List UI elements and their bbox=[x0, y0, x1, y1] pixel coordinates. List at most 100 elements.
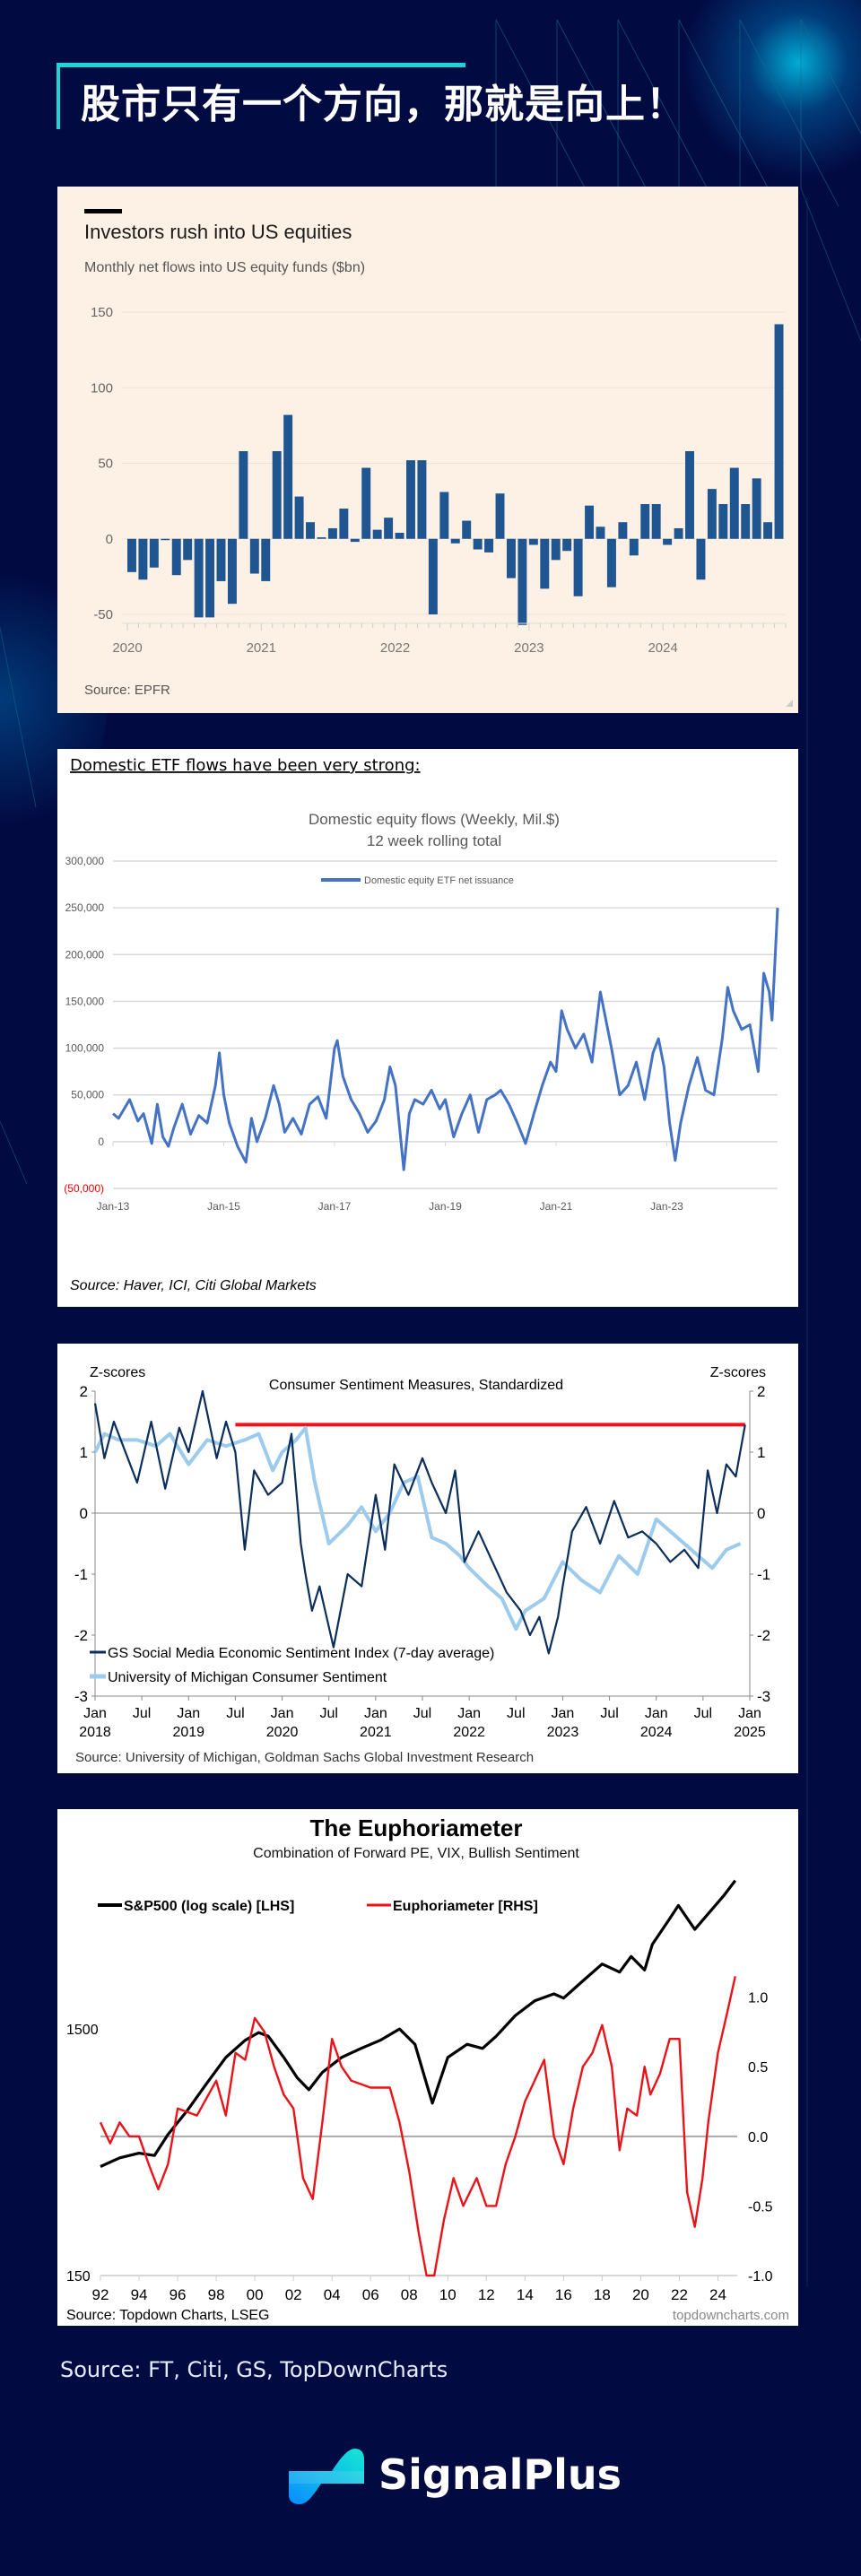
x-tick-label: Jul bbox=[413, 1706, 431, 1721]
y-tick-label: 1 bbox=[80, 1444, 88, 1461]
resize-grip-icon bbox=[786, 700, 793, 707]
series-line-sp500 bbox=[100, 1879, 737, 2168]
bar bbox=[663, 538, 673, 545]
bar bbox=[651, 503, 661, 539]
bar bbox=[317, 537, 326, 539]
y-tick-label: 300,000 bbox=[65, 855, 105, 867]
bar bbox=[350, 538, 360, 543]
y-tick-label-right: -2 bbox=[757, 1627, 770, 1644]
bar bbox=[506, 538, 516, 579]
chart-title: Domestic equity flows (Weekly, Mil.$) bbox=[309, 811, 560, 828]
gs-line-chart: Z-scores Z-scores Consumer Sentiment Mea… bbox=[74, 1365, 770, 1765]
bar bbox=[149, 538, 159, 568]
chart-subtitle: Combination of Forward PE, VIX, Bullish … bbox=[253, 1846, 579, 1861]
chart-watermark: topdowncharts.com bbox=[673, 2308, 789, 2323]
chart-subtitle: Monthly net flows into US equity funds (… bbox=[84, 260, 365, 275]
bar bbox=[227, 538, 237, 605]
x-tick-label: 22 bbox=[671, 2286, 688, 2303]
x-tick-label-year: 2025 bbox=[734, 1725, 766, 1740]
y-tick-label-right: 0.0 bbox=[748, 2130, 768, 2145]
bar bbox=[596, 527, 605, 539]
chart-source: Source: Haver, ICI, Citi Global Markets bbox=[70, 1278, 317, 1293]
x-tick-label: 02 bbox=[285, 2286, 302, 2303]
x-tick-label: 08 bbox=[401, 2286, 418, 2303]
x-tick-label: Jan-17 bbox=[318, 1200, 352, 1213]
y-tick-label-right: 0.5 bbox=[748, 2060, 768, 2076]
x-tick-label-year: 2021 bbox=[360, 1725, 392, 1740]
bar bbox=[216, 538, 226, 581]
x-tick-label: Jan-21 bbox=[540, 1200, 573, 1213]
bar bbox=[718, 503, 728, 539]
x-tick-label: Jul bbox=[694, 1706, 712, 1721]
legend-label: GS Social Media Economic Sentiment Index… bbox=[108, 1646, 494, 1661]
x-tick-label: 00 bbox=[247, 2286, 264, 2303]
bar bbox=[606, 538, 616, 587]
bar bbox=[439, 492, 449, 539]
bar bbox=[484, 538, 494, 553]
bar bbox=[540, 538, 550, 589]
bar bbox=[361, 467, 371, 539]
bar bbox=[194, 538, 204, 618]
x-tick-label: 98 bbox=[208, 2286, 225, 2303]
bar bbox=[562, 538, 572, 552]
bar bbox=[127, 538, 136, 572]
x-tick-label-year: 2024 bbox=[640, 1725, 673, 1740]
decor-line bbox=[556, 19, 657, 207]
bar bbox=[306, 522, 316, 539]
decor-line bbox=[739, 19, 839, 207]
decor-line bbox=[800, 19, 861, 135]
x-tick-label: 24 bbox=[709, 2286, 726, 2303]
bar bbox=[707, 489, 717, 539]
bar bbox=[696, 538, 706, 580]
bar bbox=[573, 538, 583, 596]
decor-line bbox=[0, 627, 37, 808]
ft-chart-panel: Investors rush into US equities Monthly … bbox=[57, 187, 798, 713]
x-tick-label: Jan bbox=[271, 1706, 294, 1721]
x-tick-label: 2021 bbox=[247, 640, 276, 656]
y-tick-label: 100,000 bbox=[65, 1042, 105, 1055]
bar bbox=[384, 518, 394, 539]
series-line bbox=[93, 1389, 746, 1655]
x-tick-label: 10 bbox=[439, 2286, 457, 2303]
x-tick-label: Jan bbox=[177, 1706, 200, 1721]
y-tick-label-right: 1 bbox=[757, 1444, 765, 1461]
y-tick-label: 0 bbox=[106, 532, 113, 547]
citi-line-chart: Domestic ETF flows have been very strong… bbox=[64, 756, 779, 1293]
legend-label: S&P500 (log scale) [LHS] bbox=[124, 1899, 294, 1914]
y-tick-label: 100 bbox=[91, 380, 113, 396]
signalplus-logo-icon bbox=[289, 2449, 364, 2504]
bar bbox=[629, 538, 639, 556]
ft-title-rule bbox=[84, 209, 122, 213]
bar bbox=[640, 503, 650, 539]
y-tick-label: (50,000) bbox=[64, 1182, 104, 1195]
bar bbox=[395, 533, 404, 539]
citi-chart-panel: Domestic ETF flows have been very strong… bbox=[57, 749, 798, 1307]
y-tick-label-left: 1500 bbox=[66, 2023, 99, 2038]
x-tick-label: Jul bbox=[133, 1706, 151, 1721]
x-tick-label: Jul bbox=[226, 1706, 244, 1721]
x-tick-label: 20 bbox=[632, 2286, 649, 2303]
x-tick-label: 96 bbox=[170, 2286, 187, 2303]
x-tick-label: Jan bbox=[645, 1706, 668, 1721]
bar bbox=[239, 451, 248, 539]
series-line bbox=[93, 1425, 742, 1632]
x-tick-label: 12 bbox=[478, 2286, 495, 2303]
series-line bbox=[112, 908, 779, 1171]
bar bbox=[428, 538, 438, 614]
bar bbox=[729, 467, 739, 539]
brand-name: SignalPlus bbox=[378, 2450, 622, 2499]
y-tick-label-right: -1 bbox=[757, 1566, 770, 1583]
y-tick-label-left: 150 bbox=[66, 2269, 91, 2284]
x-tick-label: Jul bbox=[319, 1706, 337, 1721]
bar bbox=[551, 538, 561, 561]
signalplus-logo[interactable]: SignalPlus bbox=[289, 2449, 622, 2506]
x-tick-label: Jul bbox=[507, 1706, 525, 1721]
x-tick-label: Jan-19 bbox=[429, 1200, 462, 1213]
bar bbox=[450, 538, 460, 544]
x-tick-label: 06 bbox=[362, 2286, 379, 2303]
chart-title: Consumer Sentiment Measures, Standardize… bbox=[269, 1378, 563, 1393]
x-tick-label: Jan-13 bbox=[97, 1200, 130, 1213]
x-tick-label: Jul bbox=[600, 1706, 618, 1721]
y-tick-label: 2 bbox=[80, 1383, 88, 1400]
panel-heading-suffix: : bbox=[415, 756, 421, 775]
